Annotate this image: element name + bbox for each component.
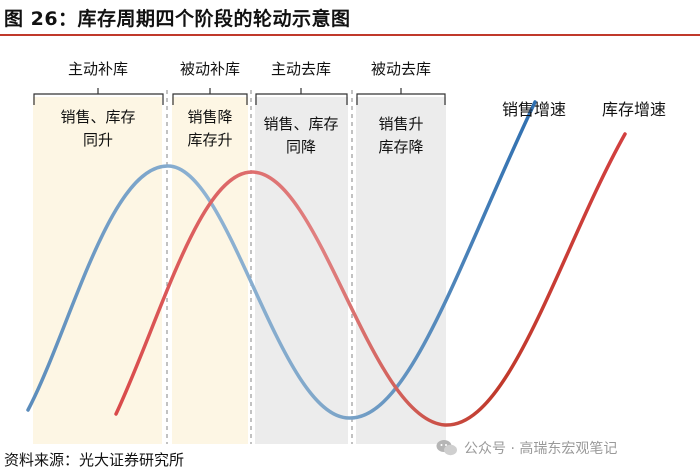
stage-label-active-destock: 主动去库: [271, 60, 331, 78]
stage-band-2: [172, 97, 248, 444]
stage-desc-3-line1: 销售、库存: [263, 115, 338, 133]
inventory-growth-curve: [114, 132, 627, 427]
stage-desc-1-line1: 销售、库存: [60, 108, 135, 126]
watermark-text: 公众号 · 高瑞东宏观笔记: [464, 441, 618, 457]
source-note: 资料来源：光大证券研究所: [4, 451, 185, 469]
stage-desc-4-line1: 销售升: [378, 115, 423, 133]
figure-title: 图 26：库存周期四个阶段的轮动示意图: [4, 8, 351, 30]
stage-separators: [166, 90, 353, 444]
stage-label-passive-destock: 被动去库: [371, 60, 431, 78]
wechat-icon: [436, 440, 457, 456]
stage-desc-4-line2: 库存降: [378, 138, 423, 156]
stage-band-4: [356, 97, 446, 444]
stage-desc-2-line2: 库存升: [187, 131, 232, 149]
stage-desc-3-line2: 同降: [286, 138, 316, 156]
inventory-growth-label: 库存增速: [602, 100, 666, 119]
stage-label-passive-restock: 被动补库: [180, 60, 240, 78]
stage-label-active-restock: 主动补库: [68, 60, 128, 78]
stage-braces: [33, 88, 446, 105]
title-divider: [0, 34, 700, 36]
sales-growth-curve: [26, 100, 537, 420]
watermark: 公众号 · 高瑞东宏观笔记: [436, 438, 617, 458]
sales-growth-label: 销售增速: [502, 100, 566, 119]
stage-desc-1-line2: 同升: [83, 131, 113, 149]
stage-band-1: [33, 97, 162, 444]
stage-desc-2-line1: 销售降: [187, 108, 232, 126]
